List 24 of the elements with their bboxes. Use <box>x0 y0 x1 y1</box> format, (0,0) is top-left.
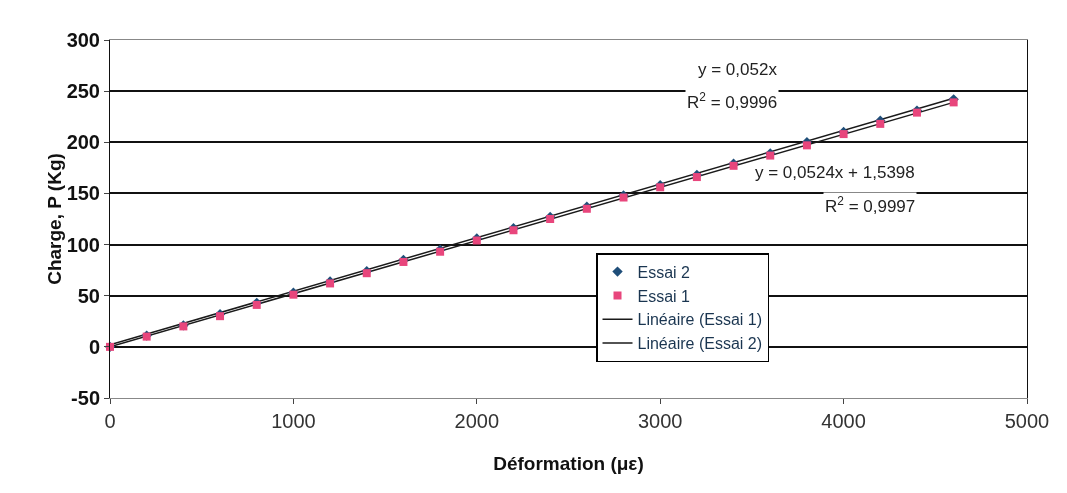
legend-label: Linéaire (Essai 1) <box>637 311 763 329</box>
x-tick-label: 1000 <box>271 410 316 432</box>
y-axis-title: Charge, P (Kg) <box>43 153 65 285</box>
y-tick-label: 250 <box>66 80 100 103</box>
x-tick-label: 3000 <box>637 410 683 432</box>
x-axis-title: Déformation (με) <box>493 452 644 474</box>
annotation: y = 0,0524x + 1,5398 <box>755 163 915 182</box>
legend-label: Essai 2 <box>637 263 691 281</box>
annotation: y = 0,052x <box>698 60 778 79</box>
annotation: R$^{2}$ = 0,9996 <box>687 90 778 113</box>
y-tick-label: 50 <box>77 284 100 307</box>
y-tick-label: 150 <box>66 182 100 205</box>
y-tick-label: 100 <box>66 233 100 256</box>
legend-label: Linéaire (Essai 2) <box>637 335 763 353</box>
legend-label: Essai 1 <box>637 287 691 305</box>
y-tick-label: 200 <box>66 131 100 154</box>
x-tick-label: 5000 <box>1004 410 1050 432</box>
x-tick-label: 2000 <box>454 410 500 432</box>
annotation: R$^{2}$ = 0,9997 <box>825 194 916 217</box>
x-tick-label: 4000 <box>821 410 866 432</box>
y-tick-label: 300 <box>66 29 100 51</box>
y-tick-label: 0 <box>88 335 100 358</box>
y-tick-label: -50 <box>71 387 100 409</box>
x-tick-label: 0 <box>104 410 116 432</box>
